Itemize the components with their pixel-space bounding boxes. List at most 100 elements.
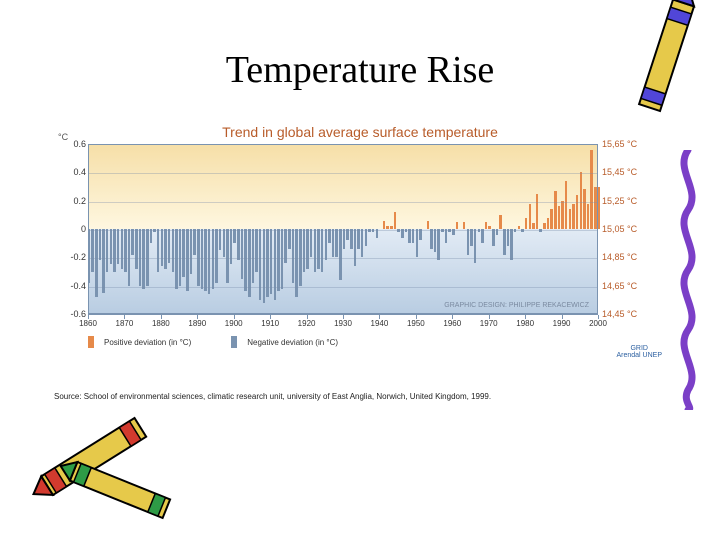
grid-line (89, 230, 597, 231)
data-bar (208, 229, 211, 294)
y-left-tick: -0.4 (70, 281, 86, 291)
crayon-decoration-right-squiggle (668, 150, 708, 410)
x-tick-label: 1880 (152, 319, 170, 328)
data-bar (467, 229, 470, 255)
data-bar (124, 229, 127, 272)
grid-line (89, 173, 597, 174)
y-left-tick: 0.4 (73, 167, 86, 177)
data-bar (186, 229, 189, 291)
y-right-tick: 14,85 °C (602, 252, 637, 262)
data-bar (536, 194, 539, 229)
data-bar (343, 229, 346, 249)
chart-container: Trend in global average surface temperat… (54, 124, 666, 384)
data-bar (270, 229, 273, 294)
y-right-tick: 14,45 °C (602, 309, 637, 319)
data-bar (485, 222, 488, 229)
data-bar (233, 229, 236, 243)
data-bar (394, 212, 397, 229)
x-tick-mark (489, 315, 490, 319)
data-bar (241, 229, 244, 279)
x-tick-mark (161, 315, 162, 319)
data-bar (99, 229, 102, 260)
crayon-decoration-top-right (630, 0, 700, 130)
data-bar (354, 229, 357, 266)
data-bar (357, 229, 360, 249)
data-bar (91, 229, 94, 272)
data-bar (121, 229, 124, 269)
bars-layer (89, 145, 597, 313)
logo-line2: Arendal UNEP (616, 352, 662, 360)
data-bar (456, 222, 459, 229)
data-bar (507, 229, 510, 246)
y-left-tick: -0.2 (70, 252, 86, 262)
data-bar (350, 229, 353, 249)
data-bar (146, 229, 149, 286)
x-tick-label: 1910 (261, 319, 279, 328)
logo-box: GRID Arendal UNEP (616, 345, 662, 360)
y-left-tick: 0 (81, 224, 86, 234)
x-tick-mark (124, 315, 125, 319)
data-bar (193, 229, 196, 255)
data-bar (335, 229, 338, 257)
x-tick-mark (307, 315, 308, 319)
y-right-tick: 15,65 °C (602, 139, 637, 149)
data-bar (427, 221, 430, 230)
data-bar (288, 229, 291, 249)
data-bar (106, 229, 109, 272)
data-bar (437, 229, 440, 260)
data-bar (223, 229, 226, 257)
x-tick-mark (88, 315, 89, 319)
x-tick-label: 1960 (443, 319, 461, 328)
grid-line (89, 287, 597, 288)
data-bar (277, 229, 280, 291)
data-bar (594, 187, 597, 230)
legend-label-negative: Negative deviation (in °C) (247, 338, 338, 347)
data-bar (182, 229, 185, 277)
data-bar (328, 229, 331, 243)
logo-line1: GRID (616, 345, 662, 353)
data-bar (558, 206, 561, 229)
y-right-tick: 15,25 °C (602, 196, 637, 206)
data-bar (332, 229, 335, 257)
data-bar (252, 229, 255, 283)
x-tick-mark (270, 315, 271, 319)
data-bar (113, 229, 116, 272)
data-bar (215, 229, 218, 283)
y-right-tick: 15,45 °C (602, 167, 637, 177)
data-bar (197, 229, 200, 286)
data-bar (179, 229, 182, 286)
x-tick-label: 1940 (371, 319, 389, 328)
data-bar (157, 229, 160, 272)
x-tick-mark (197, 315, 198, 319)
x-tick-mark (416, 315, 417, 319)
data-bar (255, 229, 258, 272)
legend-swatch-positive (88, 336, 94, 348)
x-tick-mark (343, 315, 344, 319)
data-bar (583, 189, 586, 229)
data-bar (190, 229, 193, 274)
data-bar (263, 229, 266, 303)
data-bar (492, 229, 495, 246)
data-bar (590, 150, 593, 229)
x-tick-mark (379, 315, 380, 319)
data-bar (306, 229, 309, 269)
chart-attribution: GRAPHIC DESIGN: PHILIPPE REKACEWICZ (444, 302, 589, 309)
x-tick-label: 1950 (407, 319, 425, 328)
y-right-tick: 15,05 °C (602, 224, 637, 234)
x-tick-mark (525, 315, 526, 319)
x-tick-mark (562, 315, 563, 319)
y-left-unit: °C (58, 132, 68, 142)
data-bar (529, 204, 532, 230)
grid-line (89, 258, 597, 259)
y-right-tick: 14,65 °C (602, 281, 637, 291)
data-bar (561, 201, 564, 229)
data-bar (470, 229, 473, 246)
data-bar (164, 229, 167, 269)
data-bar (299, 229, 302, 286)
y-left-tick: 0.2 (73, 196, 86, 206)
x-tick-label: 1890 (188, 319, 206, 328)
data-bar (102, 229, 105, 293)
data-bar (550, 209, 553, 229)
data-bar (408, 229, 411, 243)
data-bar (587, 204, 590, 230)
